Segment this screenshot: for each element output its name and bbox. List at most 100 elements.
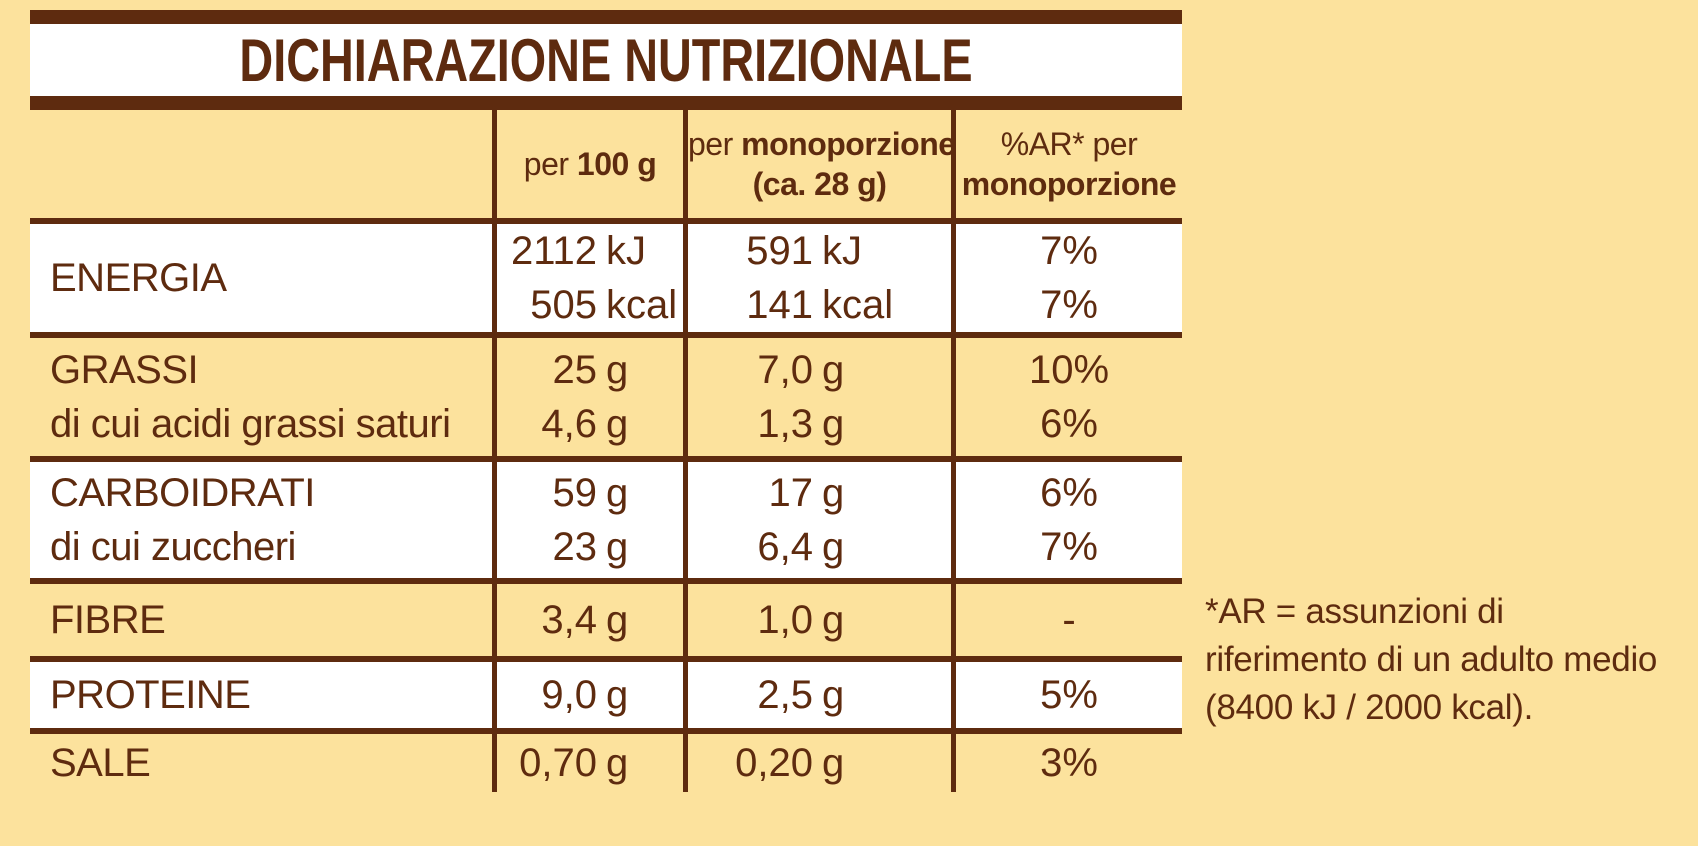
per-portion-cell: 2,5 g — [683, 662, 951, 728]
value-number: 591 — [746, 229, 813, 273]
top-rule — [30, 10, 1182, 24]
nutrient-label: GRASSI — [50, 348, 199, 392]
header-separator — [30, 218, 1182, 224]
value-unit: kcal — [822, 283, 894, 327]
per100-value: 2112 kJ — [497, 224, 683, 278]
ar-percent-cell: - — [951, 584, 1182, 656]
row-separator — [30, 656, 1182, 662]
portion-value: 0,20 g — [688, 736, 951, 790]
header-ar-line1: %AR* per — [1000, 126, 1138, 162]
portion-value: 591 kJ — [688, 224, 951, 278]
per100-value: 4,6 g — [497, 397, 683, 451]
nutrient-label: ENERGIA — [50, 256, 227, 300]
value-number: 0,20 — [735, 741, 813, 785]
portion-value: 141 kcal — [688, 278, 951, 332]
per-portion-cell: 7,0 g 1,3 g — [683, 338, 951, 456]
row-energia: ENERGIA 2112 kJ 505 kcal 591 kJ 141 kcal 7% 7% — [30, 224, 1182, 332]
value-number: 2112 — [510, 229, 597, 273]
value-unit: g — [822, 525, 845, 569]
footnote-line-3: (8400 kJ / 2000 kcal). — [1205, 688, 1534, 727]
per100-value: 25 g — [497, 343, 683, 397]
nutrition-rows: ENERGIA 2112 kJ 505 kcal 591 kJ 141 kcal 7% 7% … — [30, 224, 1182, 792]
per100-value: 59 g — [497, 466, 683, 520]
nutrient-label-cell: GRASSI di cui acidi grassi saturi — [30, 338, 492, 456]
per100-value: 9,0 g — [497, 668, 683, 722]
header-per-100g-label: per 100 g — [523, 146, 657, 182]
header-ar-percent: %AR* per monoporzione — [951, 110, 1182, 218]
value-unit: g — [606, 471, 629, 515]
nutrient-label-cell: SALE — [30, 734, 492, 792]
value-number: 6,4 — [757, 525, 813, 569]
value-number: 25 — [552, 348, 598, 392]
value-number: 1,0 — [757, 598, 813, 642]
value-number: 7,0 — [757, 348, 813, 392]
value-unit: kcal — [606, 283, 678, 327]
value-number: 9,0 — [541, 673, 597, 717]
per-100g-cell: 59 g 23 g — [492, 462, 683, 578]
ar-value: 7% — [1040, 525, 1098, 569]
portion-value: 6,4 g — [688, 520, 951, 574]
portion-value: 7,0 g — [688, 343, 951, 397]
per100-value: 23 g — [497, 520, 683, 574]
per100-value: 505 kcal — [497, 278, 683, 332]
footnote-line-1: *AR = assunzioni di — [1205, 592, 1504, 631]
header-empty-cell — [30, 110, 492, 218]
footnote-line-2: riferimento di un adulto medio — [1205, 640, 1658, 679]
footnote: *AR = assunzioni di riferimento di un ad… — [1205, 588, 1691, 732]
per-portion-cell: 0,20 g — [683, 734, 951, 792]
value-unit: g — [822, 741, 845, 785]
ar-value: 6% — [1040, 471, 1098, 515]
header-per-portion-label: per monoporzione — [688, 126, 956, 162]
ar-value: 5% — [1040, 673, 1098, 717]
per-100g-cell: 2112 kJ 505 kcal — [492, 224, 683, 332]
header-per-100g: per 100 g — [492, 110, 683, 218]
value-number: 4,6 — [541, 402, 597, 446]
value-unit: g — [606, 598, 629, 642]
nutrient-label: SALE — [50, 741, 151, 785]
row-separator — [30, 456, 1182, 462]
per-portion-cell: 1,0 g — [683, 584, 951, 656]
ar-percent-cell: 10% 6% — [951, 338, 1182, 456]
value-number: 3,4 — [541, 598, 597, 642]
value-number: 23 — [552, 525, 598, 569]
value-number: 59 — [552, 471, 598, 515]
per100-value: 3,4 g — [497, 593, 683, 647]
value-number: 17 — [768, 471, 814, 515]
ar-percent-cell: 6% 7% — [951, 462, 1182, 578]
nutrient-label: PROTEINE — [50, 673, 251, 717]
nutrient-label: di cui zuccheri — [50, 525, 296, 569]
header-portion-weight: (ca. 28 g) — [752, 166, 887, 202]
nutrient-label-cell: PROTEINE — [30, 662, 492, 728]
nutrient-label: di cui acidi grassi saturi — [50, 402, 451, 446]
nutrient-label-cell: FIBRE — [30, 584, 492, 656]
row-fibre: FIBRE 3,4 g 1,0 g - — [30, 584, 1182, 656]
table-title: DICHIARAZIONE NUTRIZIONALE — [239, 26, 973, 94]
row-sale: SALE 0,70 g 0,20 g 3% — [30, 734, 1182, 792]
row-grassi: GRASSI di cui acidi grassi saturi 25 g 4,6 g… — [30, 338, 1182, 456]
value-unit: g — [606, 673, 629, 717]
value-unit: g — [822, 402, 845, 446]
per-100g-cell: 3,4 g — [492, 584, 683, 656]
value-number: 2,5 — [757, 673, 813, 717]
value-unit: g — [822, 348, 845, 392]
nutrient-label: CARBOIDRATI — [50, 471, 315, 515]
value-unit: g — [606, 402, 629, 446]
value-unit: kJ — [606, 229, 646, 273]
nutrition-table: DICHIARAZIONE NUTRIZIONALE per 100 g per… — [30, 10, 1182, 792]
title-band: DICHIARAZIONE NUTRIZIONALE — [30, 24, 1182, 96]
row-carboidrati: CARBOIDRATI di cui zuccheri 59 g 23 g 17 g 6,4… — [30, 462, 1182, 578]
ar-value: 7% — [1040, 283, 1098, 327]
value-unit: g — [822, 673, 845, 717]
value-unit: g — [822, 598, 845, 642]
nutrient-label-cell: CARBOIDRATI di cui zuccheri — [30, 462, 492, 578]
ar-value: 7% — [1040, 229, 1098, 273]
portion-value: 2,5 g — [688, 668, 951, 722]
ar-percent-cell: 7% 7% — [951, 224, 1182, 332]
ar-percent-cell: 3% — [951, 734, 1182, 792]
title-bottom-rule — [30, 96, 1182, 110]
value-number: 505 — [530, 283, 597, 327]
table-header-row: per 100 g per monoporzione (ca. 28 g) %A… — [30, 110, 1182, 218]
row-proteine: PROTEINE 9,0 g 2,5 g 5% — [30, 662, 1182, 728]
portion-value: 1,0 g — [688, 593, 951, 647]
header-ar-line2: monoporzione — [961, 166, 1177, 202]
